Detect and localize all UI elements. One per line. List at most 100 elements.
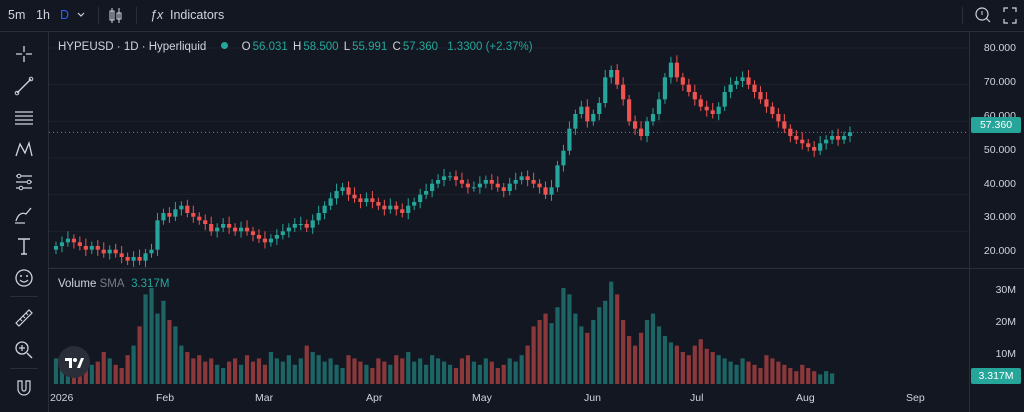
volume-bar — [686, 355, 691, 384]
high-label: H — [293, 41, 302, 53]
price-tick: 80.000 — [983, 42, 1016, 54]
candle-body — [250, 231, 256, 235]
chevron-down-icon[interactable] — [76, 0, 86, 31]
pane-divider[interactable] — [49, 268, 1024, 269]
candle-body — [800, 139, 805, 144]
price-chart[interactable] — [49, 32, 969, 412]
volume-bar — [370, 368, 375, 384]
magnet-icon[interactable] — [12, 376, 36, 400]
candle-body — [149, 249, 154, 254]
interval-5m[interactable]: 5m — [8, 8, 26, 22]
candle-body — [746, 77, 751, 85]
volume-bar — [555, 307, 560, 384]
candle-body — [716, 106, 721, 114]
last-volume-label: 3.317M — [971, 368, 1021, 384]
volume-bar — [638, 332, 644, 384]
price-tick: 40.000 — [983, 178, 1016, 190]
volume-bar — [824, 371, 829, 384]
pattern-icon[interactable] — [12, 138, 36, 162]
candle-body — [692, 92, 697, 100]
time-tick: 2026 — [50, 392, 74, 404]
candle-body — [298, 224, 303, 225]
fullscreen-icon[interactable] — [1002, 0, 1018, 31]
market-status-icon — [221, 42, 229, 49]
measure-icon[interactable] — [12, 170, 36, 194]
text-icon[interactable] — [12, 234, 36, 258]
price-axis[interactable] — [969, 32, 1024, 412]
candle-body — [185, 205, 190, 213]
volume-bar — [101, 352, 106, 384]
candle-body — [650, 114, 656, 122]
volume-bar — [662, 336, 668, 384]
candle-body — [585, 106, 590, 122]
volume-bar — [782, 364, 787, 384]
volume-bar — [501, 364, 506, 384]
symbol-title[interactable]: HYPEUSD · 1D · Hyperliquid — [58, 41, 207, 53]
volume-bar — [549, 323, 554, 384]
candle-body — [376, 202, 381, 206]
candle-body — [609, 70, 614, 78]
ruler-icon[interactable] — [12, 306, 36, 330]
candle-body — [835, 136, 841, 140]
volume-bar — [418, 358, 423, 384]
volume-bar — [435, 358, 441, 384]
volume-bar — [179, 345, 184, 384]
volume-bar — [615, 294, 620, 384]
tradingview-logo[interactable] — [58, 346, 90, 378]
volume-bar — [495, 368, 500, 384]
candle-body — [531, 180, 536, 184]
zoom-in-icon[interactable] — [12, 338, 36, 362]
volume-bar — [650, 313, 656, 384]
volume-bar — [167, 320, 172, 384]
fib-icon[interactable] — [12, 106, 36, 130]
candle-body — [101, 249, 106, 254]
candle-body — [334, 191, 339, 199]
volume-bar — [722, 358, 727, 384]
time-tick: Aug — [796, 392, 815, 404]
candle-body — [627, 99, 632, 122]
candle-body — [400, 209, 405, 213]
candle-body — [340, 187, 345, 191]
volume-bar — [453, 368, 459, 384]
interval-d[interactable]: D — [60, 8, 70, 22]
price-tick: 20.000 — [983, 245, 1016, 257]
volume-bar — [227, 361, 232, 384]
volume-bar — [788, 368, 793, 384]
volume-bar — [794, 371, 799, 384]
interval-1h[interactable]: 1h — [36, 8, 50, 22]
indicators-button[interactable]: Indicators — [170, 8, 225, 22]
candle-body — [841, 136, 847, 140]
time-tick: Jul — [690, 392, 704, 404]
low-value: 55.991 — [352, 41, 388, 53]
volume-bar — [358, 361, 363, 384]
candle-body — [65, 238, 71, 243]
volume-bar — [95, 361, 100, 384]
volume-bar — [609, 281, 614, 384]
candle-body — [244, 227, 250, 232]
volume-bar — [776, 361, 781, 384]
last-price-label: 57.360 — [971, 117, 1021, 133]
volume-bar — [489, 361, 494, 384]
candlestick-icon[interactable] — [108, 0, 124, 31]
emoji-icon[interactable] — [12, 266, 36, 290]
fx-icon[interactable]: ƒx — [150, 8, 164, 22]
volume-bar — [573, 313, 578, 384]
top-toolbar: 5m 1h D ƒx Indicators — [0, 0, 1024, 32]
candle-body — [764, 99, 769, 107]
volume-bar — [244, 355, 250, 384]
candle-body — [752, 84, 757, 92]
volume-bar — [107, 358, 112, 384]
brush-icon[interactable] — [12, 202, 36, 226]
volume-bar — [459, 358, 465, 384]
trend-line-icon[interactable] — [12, 74, 36, 98]
candle-body — [824, 139, 829, 144]
volume-bar — [507, 358, 512, 384]
chart-legend: HYPEUSD · 1D · Hyperliquid O 56.031 H 58.5… — [58, 41, 535, 53]
crosshair-icon[interactable] — [12, 42, 36, 66]
volume-label[interactable]: Volume — [58, 278, 97, 290]
candle-body — [53, 246, 59, 250]
replay-icon[interactable] — [974, 0, 992, 31]
volume-bar — [238, 364, 244, 384]
volume-bar — [800, 364, 805, 384]
volume-bar — [585, 332, 590, 384]
